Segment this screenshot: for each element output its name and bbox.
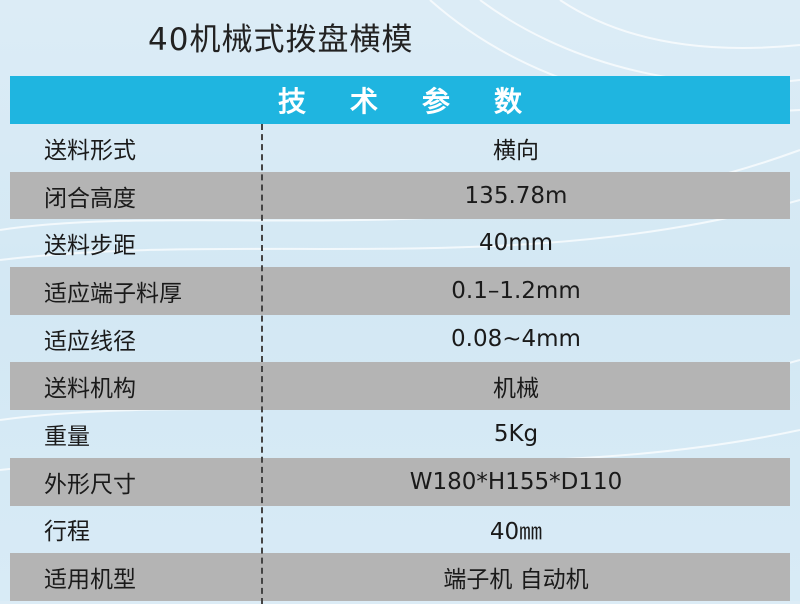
row-label: 外形尺寸	[44, 471, 136, 498]
header-char: 技	[277, 85, 306, 118]
row-value: 5Kg	[493, 420, 539, 447]
row-value: W180*H155*D110	[409, 468, 623, 495]
row-value: 0.08~4mm	[451, 325, 581, 352]
row-value: 机械	[493, 376, 539, 403]
row-value: 40㎜	[489, 519, 543, 546]
row-label: 重量	[44, 423, 90, 450]
row-label: 闭合高度	[44, 185, 136, 212]
row-label: 送料步距	[44, 233, 136, 260]
header-char: 数	[494, 85, 523, 118]
row-value: 40mm	[478, 230, 554, 257]
table-row: 送料步距 40mm	[10, 219, 790, 267]
row-value: 端子机 自动机	[443, 567, 589, 594]
table-header: 技 术 参 数	[10, 76, 790, 124]
table-row: 适应端子料厚 0.1–1.2mm	[10, 267, 790, 315]
row-label: 适应线径	[44, 328, 136, 355]
row-label: 送料机构	[44, 376, 136, 403]
row-value: 135.78m	[464, 182, 568, 209]
table-row: 适应线径 0.08~4mm	[10, 315, 790, 363]
header-char: 术	[349, 85, 378, 118]
page-title: 40机械式拨盘横模	[148, 22, 414, 58]
row-label: 适用机型	[44, 567, 136, 594]
row-label: 行程	[44, 519, 90, 546]
table-row: 重量 5Kg	[10, 410, 790, 458]
table-row: 外形尺寸 W180*H155*D110	[10, 457, 790, 506]
column-divider	[261, 124, 263, 604]
table-row: 送料机构 机械	[10, 362, 790, 411]
row-value: 0.1–1.2mm	[451, 277, 581, 304]
table-row: 行程 40㎜	[10, 506, 790, 554]
row-value: 横向	[493, 137, 539, 164]
row-label: 送料形式	[44, 137, 136, 164]
row-label: 适应端子料厚	[44, 280, 182, 307]
table-row: 适用机型 端子机 自动机	[10, 553, 790, 601]
spec-table: 技 术 参 数 送料形式 横向 闭合高度 135.78m 送料步距 40mm 适应端子…	[10, 76, 790, 604]
table-row: 闭合高度 135.78m	[10, 171, 790, 220]
header-char: 参	[422, 85, 451, 118]
table-row: 送料形式 横向	[10, 124, 790, 172]
